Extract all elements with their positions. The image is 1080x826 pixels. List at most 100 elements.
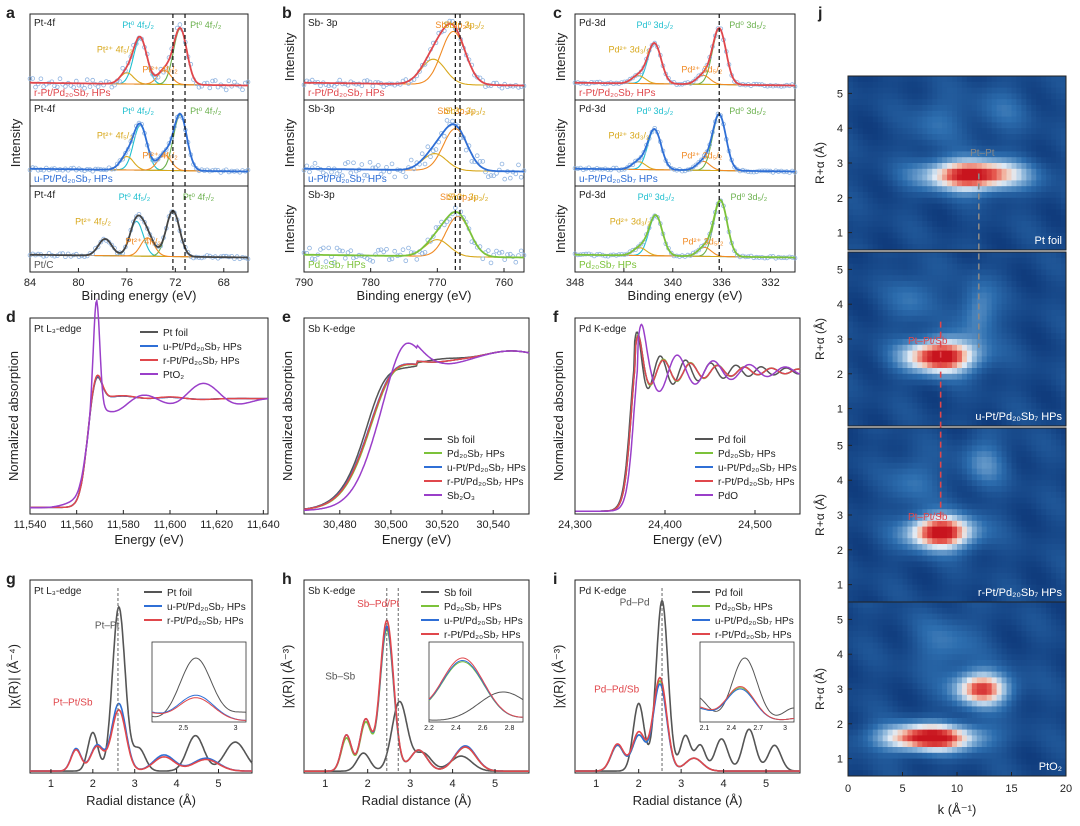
data-point — [98, 239, 104, 245]
heatmap-cell — [1041, 474, 1047, 481]
heatmap-cell — [857, 397, 864, 404]
data-point — [312, 160, 318, 166]
heatmap-cell — [1026, 252, 1032, 259]
heatmap-cell — [986, 526, 993, 533]
heatmap-cell — [957, 203, 963, 210]
heatmap-cell — [932, 480, 938, 487]
heatmap-cell — [848, 151, 854, 158]
heatmap-cell — [952, 315, 958, 322]
heatmap-cell — [986, 468, 993, 475]
heatmap-cell — [887, 567, 893, 574]
heatmap-cell — [961, 433, 968, 440]
heatmap-cell — [971, 584, 978, 591]
heatmap-cell — [927, 99, 933, 106]
heatmap-cell — [942, 221, 948, 228]
heatmap-cell — [1011, 151, 1017, 158]
heatmap-cell — [986, 391, 993, 398]
heatmap-cell — [882, 286, 889, 293]
heatmap-cell — [986, 197, 993, 204]
inset-tick-label: 2.5 — [178, 725, 188, 732]
heatmap-cell — [1026, 439, 1032, 446]
heatmap-cell — [917, 379, 923, 386]
heatmap-cell — [1046, 151, 1052, 158]
heatmap-cell — [848, 252, 854, 259]
heatmap-cell — [991, 468, 998, 475]
heatmap-cell — [917, 385, 923, 392]
heatmap-cell — [991, 561, 998, 568]
heatmap-cell — [971, 391, 978, 398]
heatmap-cell — [857, 538, 864, 545]
heatmap-cell — [927, 468, 933, 475]
heatmap-cell — [922, 362, 928, 369]
heatmap-cell — [1046, 209, 1052, 216]
data-point — [38, 76, 44, 82]
heatmap-cell — [952, 128, 958, 135]
heatmap-cell — [912, 281, 918, 288]
heatmap-cell — [981, 445, 988, 452]
heatmap-cell — [882, 462, 889, 469]
heatmap-cell — [966, 315, 973, 322]
heatmap-cell — [961, 209, 968, 216]
heatmap-cell — [991, 362, 998, 369]
data-point — [57, 76, 63, 81]
heatmap-cell — [996, 298, 1002, 305]
heatmap-cell — [971, 457, 978, 464]
heatmap-cell — [867, 174, 874, 181]
heatmap-cell — [872, 515, 879, 522]
heatmap-cell — [927, 368, 933, 375]
heatmap-cell — [922, 532, 928, 539]
heatmap-cell — [976, 93, 983, 100]
heatmap-cell — [986, 128, 993, 135]
heatmap-cell — [1016, 503, 1022, 510]
heatmap-cell — [932, 584, 938, 591]
heatmap-cell — [887, 590, 893, 597]
data-point — [323, 172, 329, 177]
heatmap-cell — [1041, 385, 1047, 392]
heatmap-cell — [922, 99, 928, 106]
heatmap-cell — [852, 408, 859, 415]
heatmap-cell — [887, 584, 893, 591]
heatmap-cell — [852, 538, 859, 545]
heatmap-cell — [1001, 269, 1007, 276]
heatmap-cell — [952, 81, 958, 88]
heatmap-cell — [986, 180, 993, 187]
heatmap-cell — [957, 263, 963, 270]
heatmap-cell — [1001, 203, 1007, 210]
heatmap-cell — [986, 81, 993, 88]
heatmap-cell — [927, 174, 933, 181]
heatmap-cell — [932, 491, 938, 498]
heatmap-cell — [991, 526, 998, 533]
heatmap-cell — [1046, 362, 1052, 369]
heatmap-cell — [907, 315, 913, 322]
heatmap-cell — [887, 105, 893, 112]
heatmap-cell — [887, 509, 893, 516]
heatmap-cell — [907, 503, 913, 510]
heatmap-cell — [952, 292, 958, 299]
data-point — [696, 247, 702, 253]
heatmap-cell — [927, 445, 933, 452]
heatmap-cell — [966, 105, 973, 112]
heatmap-cell — [872, 397, 879, 404]
heatmap-cell — [1041, 532, 1047, 539]
heatmap-cell — [981, 81, 988, 88]
heatmap-cell — [1061, 391, 1067, 398]
heatmap-cell — [1056, 168, 1062, 175]
heatmap-cell — [907, 578, 913, 585]
heatmap-cell — [1036, 385, 1042, 392]
heatmap-cell — [912, 304, 918, 311]
heatmap-cell — [1061, 286, 1067, 293]
heatmap-cell — [971, 373, 978, 380]
heatmap-cell — [1001, 76, 1007, 83]
peak-annotation: Pd–Pd/Sb — [594, 685, 639, 696]
heatmap-cell — [1046, 350, 1052, 357]
heatmap-cell — [927, 428, 933, 435]
heatmap-cell — [892, 468, 898, 475]
heatmap-cell — [882, 174, 889, 181]
heatmap-cell — [1051, 99, 1057, 106]
heatmap-cell — [852, 368, 859, 375]
data-point — [112, 82, 117, 88]
heatmap-cell — [848, 215, 854, 222]
heatmap-cell — [912, 503, 918, 510]
heatmap-cell — [957, 151, 963, 158]
heatmap-cell — [882, 596, 889, 603]
